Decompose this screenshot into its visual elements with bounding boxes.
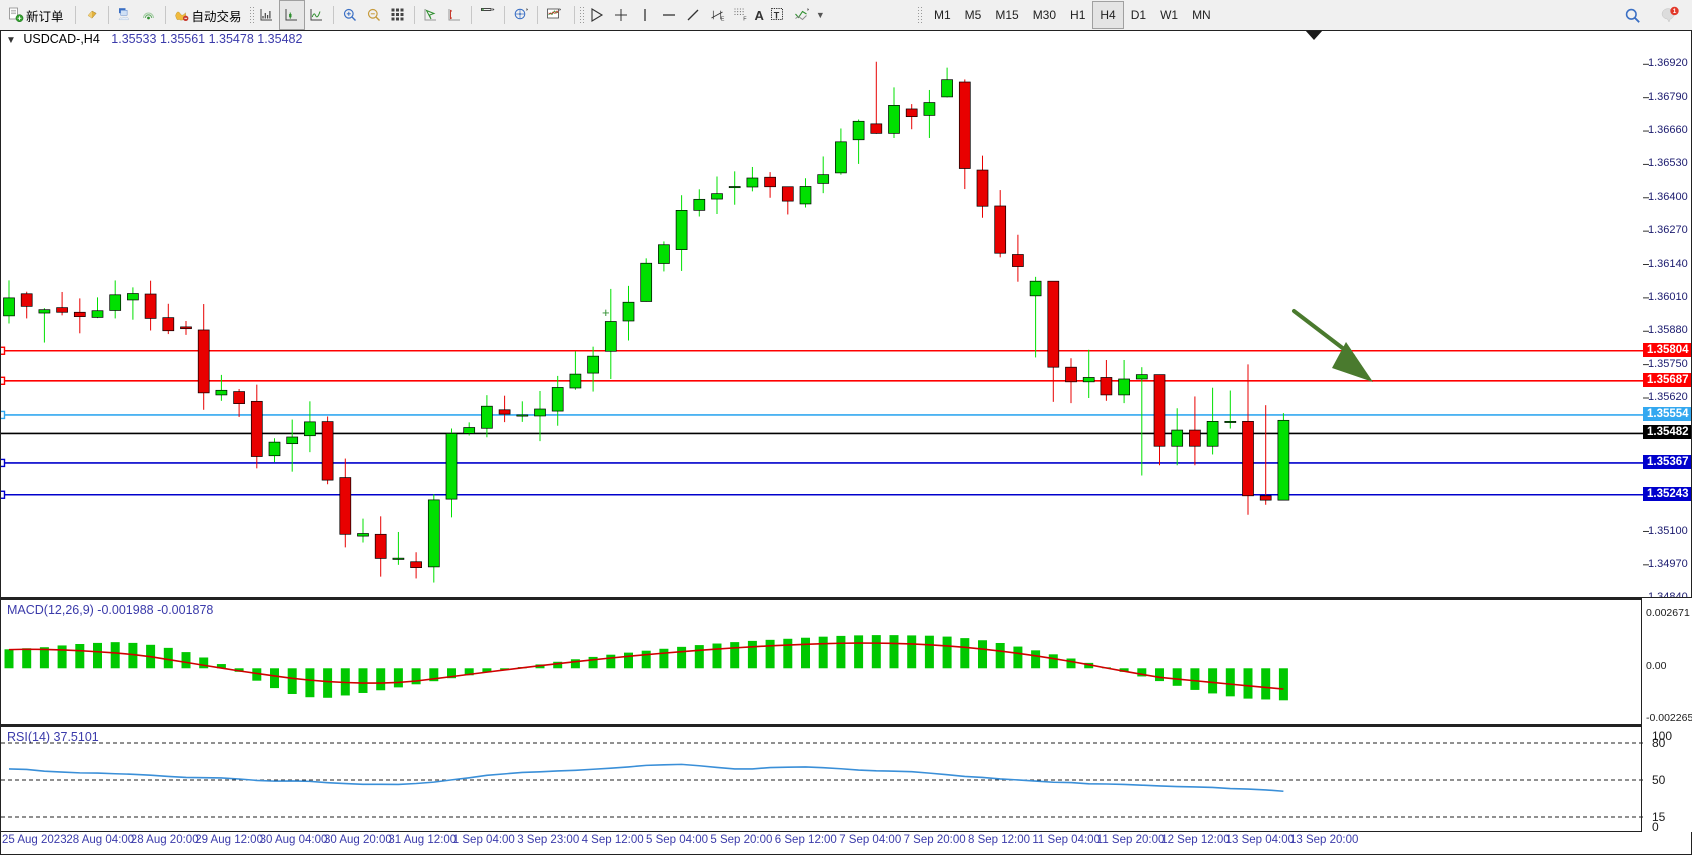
svg-text:T: T	[774, 10, 780, 20]
svg-text:E: E	[720, 16, 724, 22]
svg-text:F: F	[743, 16, 747, 22]
svg-text:1: 1	[1673, 8, 1677, 15]
